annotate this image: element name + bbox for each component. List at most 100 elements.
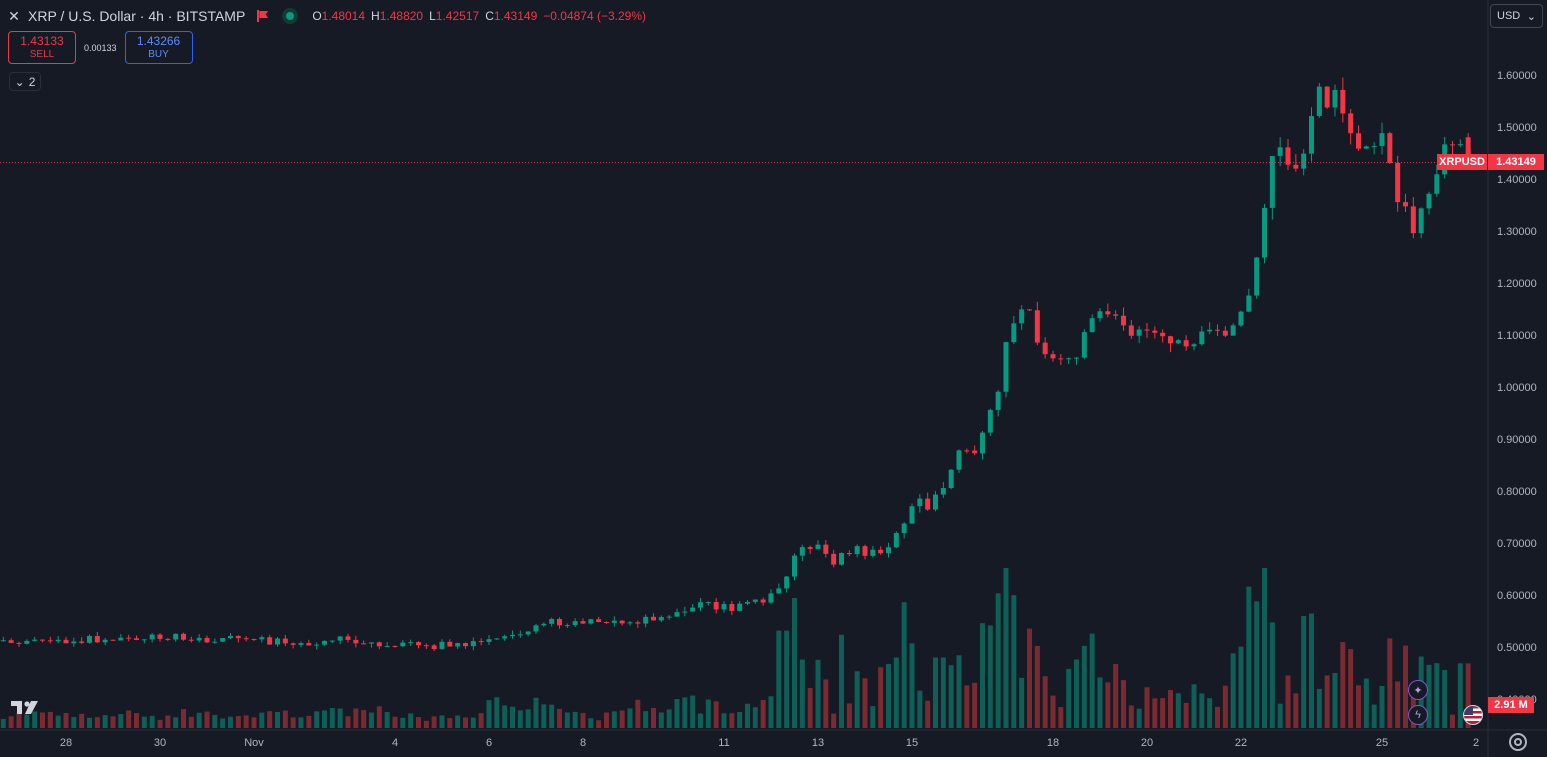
volume-bar: [1089, 633, 1095, 728]
volume-bar: [1395, 681, 1401, 728]
volume-bar: [823, 679, 829, 728]
volume-bar: [745, 703, 750, 728]
volume-bar: [251, 717, 257, 728]
candle-body: [1191, 344, 1197, 347]
candle-body: [1269, 156, 1275, 208]
high-value: 1.48820: [379, 9, 424, 23]
candle-body: [204, 637, 210, 643]
candle-body: [0, 640, 6, 642]
lightning-icon[interactable]: ϟ: [1408, 705, 1428, 725]
candle-body: [1434, 174, 1440, 194]
volume-bar: [917, 690, 923, 728]
x-tick-label: 11: [718, 737, 729, 749]
spread-value: 0.00133: [84, 42, 117, 53]
volume-bar: [1207, 698, 1213, 728]
volume-bar: [447, 718, 453, 728]
volume-bar: [1450, 714, 1455, 728]
indicators-collapse-button[interactable]: ⌄ 2: [9, 72, 41, 91]
volume-bar: [1160, 698, 1166, 728]
candle-body: [416, 642, 421, 646]
candle-body: [815, 544, 821, 549]
candle-body: [1058, 358, 1064, 360]
volume-bar: [40, 712, 45, 728]
volume-bar: [439, 715, 445, 728]
candle-body: [878, 549, 884, 554]
volume-bar: [400, 717, 406, 728]
volume-bar: [1332, 672, 1338, 728]
candle-body: [839, 553, 844, 565]
y-tick-label: 1.00000: [1497, 382, 1537, 394]
market-status-icon[interactable]: [282, 8, 299, 24]
candle-body: [846, 553, 852, 555]
currency-select[interactable]: USD ⌄: [1490, 4, 1543, 28]
volume-bar: [690, 695, 696, 728]
volume-bar: [1027, 628, 1032, 728]
candle-body: [690, 607, 696, 612]
volume-bar: [893, 657, 899, 728]
volume-label: 2.91 M: [1488, 697, 1534, 713]
candle-body: [627, 622, 633, 624]
candle-body: [1207, 329, 1213, 332]
candle-body: [799, 547, 805, 556]
volume-bar: [212, 714, 218, 728]
candle-body: [1160, 332, 1166, 337]
volume-bar: [369, 712, 374, 728]
close-icon[interactable]: ✕: [8, 7, 20, 24]
y-tick-label: 1.60000: [1497, 70, 1537, 82]
tradingview-logo-icon[interactable]: [11, 699, 45, 715]
candle-body: [392, 645, 398, 647]
volume-bar: [1222, 685, 1228, 728]
candle-body: [917, 498, 923, 507]
volume-bar: [666, 709, 672, 728]
volume-bar: [878, 667, 884, 728]
candle-body: [1309, 116, 1314, 154]
candle-body: [212, 641, 218, 643]
volume-bar: [1465, 663, 1471, 728]
volume-bar: [933, 657, 938, 728]
flag-icon[interactable]: [257, 10, 268, 22]
volume-bar: [862, 678, 868, 728]
buy-button[interactable]: 1.43266 BUY: [124, 31, 193, 64]
volume-bar: [494, 697, 500, 728]
volume-bar: [1136, 708, 1142, 728]
candle-body: [1301, 153, 1307, 169]
volume-bar: [1324, 675, 1330, 728]
candle-body: [721, 604, 727, 610]
symbol-title[interactable]: XRP / U.S. Dollar · 4h · BITSTAMP: [28, 8, 246, 24]
candle-body: [71, 641, 77, 644]
candle-body: [1152, 330, 1158, 333]
volume-bar: [948, 665, 954, 728]
candle-body: [1403, 202, 1408, 207]
candle-body: [486, 639, 492, 642]
volume-bar: [784, 630, 790, 728]
x-tick-label: 22: [1235, 737, 1247, 749]
candle-body: [807, 547, 813, 549]
sparkle-icon[interactable]: ✦: [1408, 680, 1428, 700]
settings-icon[interactable]: [1509, 733, 1527, 751]
candle-body: [619, 620, 625, 624]
candle-body: [243, 638, 249, 640]
candle-body: [102, 639, 108, 643]
volume-bar: [1457, 663, 1463, 728]
candle-body: [745, 601, 750, 604]
candle-body: [408, 642, 414, 644]
volume-bar: [1097, 677, 1103, 728]
chevron-down-icon: ⌄: [1526, 10, 1536, 23]
volume-bar: [729, 713, 735, 728]
candle-body: [1293, 164, 1299, 169]
us-flag-icon[interactable]: [1463, 705, 1483, 725]
candle-body: [79, 641, 85, 643]
volume-bar: [1215, 706, 1220, 728]
volume-bar: [1183, 702, 1189, 728]
volume-bar: [196, 712, 202, 728]
candle-body: [1066, 358, 1072, 360]
sell-button[interactable]: 1.43133 SELL: [8, 31, 76, 64]
volume-bar: [337, 708, 343, 728]
volume-bar: [118, 714, 124, 728]
candle-body: [995, 391, 1001, 410]
x-tick-label: Nov: [244, 737, 264, 749]
volume-bar: [1175, 693, 1181, 728]
volume-bar: [24, 714, 30, 728]
candle-body: [1081, 332, 1087, 358]
